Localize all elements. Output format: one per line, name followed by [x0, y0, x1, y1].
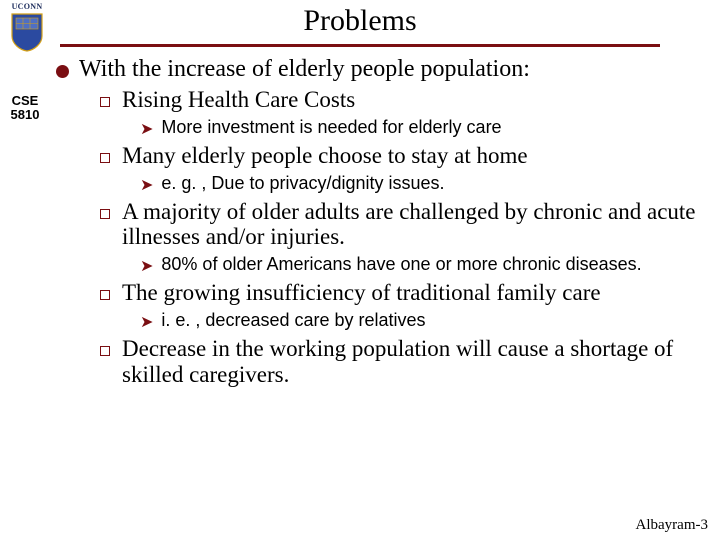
- square-bullet-icon: [100, 290, 110, 300]
- logo: UCONN: [2, 2, 52, 52]
- shield-icon: [10, 12, 44, 52]
- arrow-bullet-icon: ➤: [140, 119, 153, 139]
- title-underline: [60, 44, 660, 47]
- arrow-bullet-icon: ➤: [140, 175, 153, 195]
- course-code: CSE 5810: [4, 94, 46, 123]
- sub-item: ➤ More investment is needed for elderly …: [140, 117, 706, 139]
- sub-item-text: i. e. , decreased care by relatives: [161, 310, 425, 332]
- slide: UCONN Problems CSE 5810 With the increas…: [0, 0, 720, 540]
- sub-item-text: e. g. , Due to privacy/dignity issues.: [161, 173, 444, 195]
- sub-item: ➤ 80% of older Americans have one or mor…: [140, 254, 706, 276]
- list-item: Rising Health Care Costs: [100, 87, 706, 113]
- arrow-bullet-icon: ➤: [140, 256, 153, 276]
- sub-item-text: 80% of older Americans have one or more …: [161, 254, 641, 276]
- list-item-text: Decrease in the working population will …: [122, 336, 706, 388]
- square-bullet-icon: [100, 346, 110, 356]
- sub-item-text: More investment is needed for elderly ca…: [161, 117, 501, 139]
- list-item: A majority of older adults are challenge…: [100, 199, 706, 251]
- list-item-text: The growing insufficiency of traditional…: [122, 280, 601, 306]
- content-area: With the increase of elderly people popu…: [56, 56, 706, 387]
- circle-bullet-icon: [56, 65, 69, 78]
- list-item-text: A majority of older adults are challenge…: [122, 199, 706, 251]
- list-item-text: Many elderly people choose to stay at ho…: [122, 143, 528, 169]
- footer-label: Albayram-3: [636, 517, 708, 534]
- heading-text: With the increase of elderly people popu…: [79, 56, 530, 83]
- square-bullet-icon: [100, 153, 110, 163]
- list-item: Decrease in the working population will …: [100, 336, 706, 388]
- list-item: The growing insufficiency of traditional…: [100, 280, 706, 306]
- slide-title: Problems: [0, 0, 720, 38]
- square-bullet-icon: [100, 209, 110, 219]
- sub-item: ➤ e. g. , Due to privacy/dignity issues.: [140, 173, 706, 195]
- arrow-bullet-icon: ➤: [140, 312, 153, 332]
- list-item-text: Rising Health Care Costs: [122, 87, 355, 113]
- sub-item: ➤ i. e. , decreased care by relatives: [140, 310, 706, 332]
- square-bullet-icon: [100, 97, 110, 107]
- list-item: Many elderly people choose to stay at ho…: [100, 143, 706, 169]
- logo-label: UCONN: [2, 2, 52, 11]
- heading-row: With the increase of elderly people popu…: [56, 56, 706, 83]
